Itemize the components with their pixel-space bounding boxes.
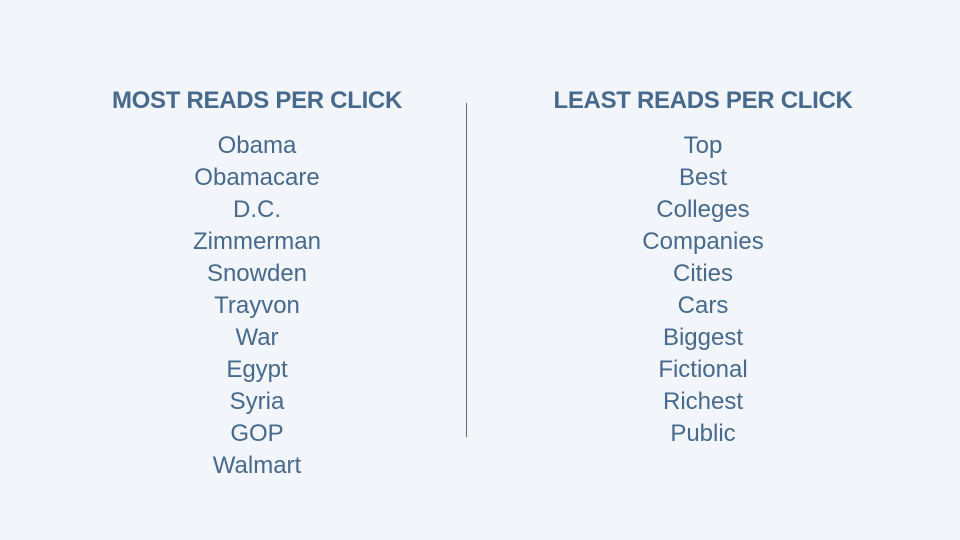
least-reads-heading: LEAST READS PER CLICK xyxy=(553,87,853,114)
least-reads-item: Cities xyxy=(672,260,733,287)
least-reads-item: Companies xyxy=(642,228,764,255)
least-reads-item: Public xyxy=(670,420,736,447)
least-reads-list: Top Best Colleges Companies Cities Cars … xyxy=(528,130,878,450)
most-reads-item: Egypt xyxy=(226,356,288,383)
least-reads-column: LEAST READS PER CLICK Top Best Colleges … xyxy=(528,86,878,450)
most-reads-item: War xyxy=(235,324,279,351)
most-reads-column: MOST READS PER CLICK Obama Obamacare D.C… xyxy=(92,86,422,482)
least-reads-item: Cars xyxy=(677,292,729,319)
least-reads-item: Best xyxy=(678,164,728,191)
least-reads-item: Richest xyxy=(662,388,744,415)
least-reads-item: Top xyxy=(683,132,723,159)
most-reads-item: D.C. xyxy=(233,196,281,223)
most-reads-list: Obama Obamacare D.C. Zimmerman Snowden T… xyxy=(92,130,422,482)
most-reads-item: Trayvon xyxy=(214,292,300,319)
most-reads-item: Syria xyxy=(229,388,285,415)
least-reads-item: Biggest xyxy=(662,324,744,351)
most-reads-item: Zimmerman xyxy=(192,228,321,255)
most-reads-item: Obama xyxy=(217,132,297,159)
most-reads-heading: MOST READS PER CLICK xyxy=(111,87,403,114)
least-reads-item: Fictional xyxy=(658,356,748,383)
most-reads-item: GOP xyxy=(230,420,284,447)
most-reads-item: Walmart xyxy=(212,452,302,479)
least-reads-item: Colleges xyxy=(656,196,750,223)
most-reads-item: Obamacare xyxy=(194,164,320,191)
most-reads-item: Snowden xyxy=(206,260,308,287)
column-divider xyxy=(466,103,467,437)
